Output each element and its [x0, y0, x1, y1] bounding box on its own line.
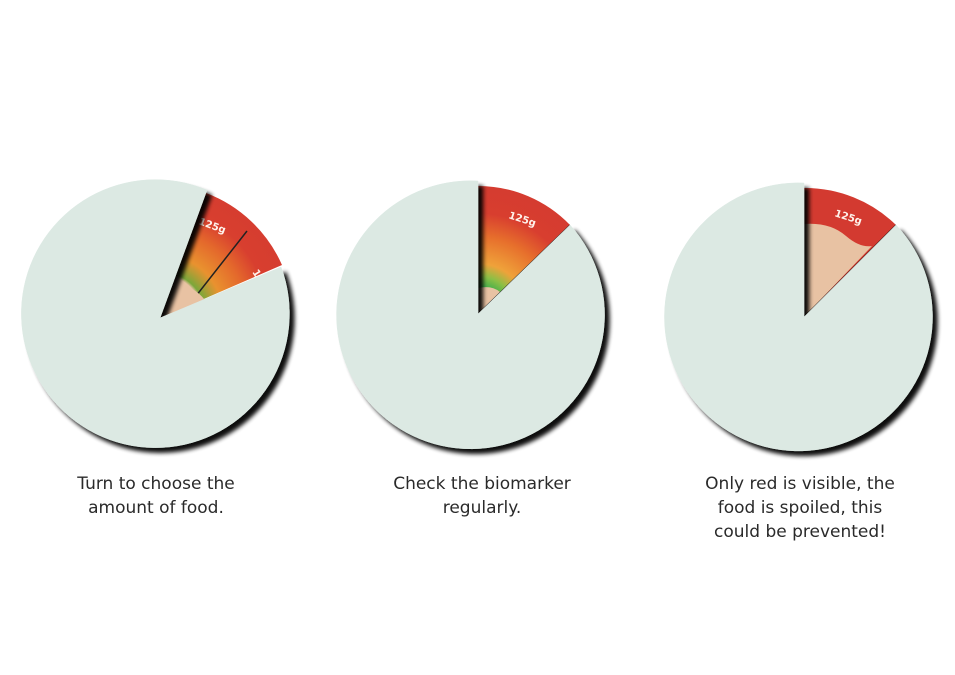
dial-3-caption-line-1: Only red is visible, the — [705, 474, 895, 494]
dial-1-caption-line-2: amount of food. — [88, 498, 224, 518]
dial-3[interactable]: 125g — [664, 182, 933, 452]
dial-1-disc[interactable] — [21, 179, 290, 448]
dial-3-disc[interactable] — [664, 182, 933, 452]
dial-1-caption-line-1: Turn to choose the — [77, 474, 235, 494]
dial-2-portion-window — [478, 186, 570, 314]
dial-1-meat-icon — [160, 285, 205, 318]
dial-3-caption: Only red is visible, the food is spoiled… — [680, 472, 920, 544]
dial-3-caption-line-2: food is spoiled, this — [717, 498, 883, 518]
dial-1[interactable]: 125g 125g — [21, 179, 290, 448]
dial-3-meat-icon — [804, 223, 872, 317]
dial-2[interactable]: 125g — [336, 180, 605, 450]
dial-2-caption-line-1: Check the biomarker — [393, 474, 571, 494]
dial-2-meat-icon — [478, 287, 500, 314]
dial-2-caption: Check the biomarker regularly. — [362, 472, 602, 520]
dial-3-caption-line-3: could be prevented! — [714, 522, 886, 542]
dial-1-caption: Turn to choose the amount of food. — [36, 472, 276, 520]
dial-2-disc[interactable] — [336, 180, 605, 450]
dial-2-caption-line-2: regularly. — [442, 498, 522, 518]
dial-1-portion-window — [160, 193, 282, 318]
dial-1-portion-divider — [195, 230, 248, 297]
